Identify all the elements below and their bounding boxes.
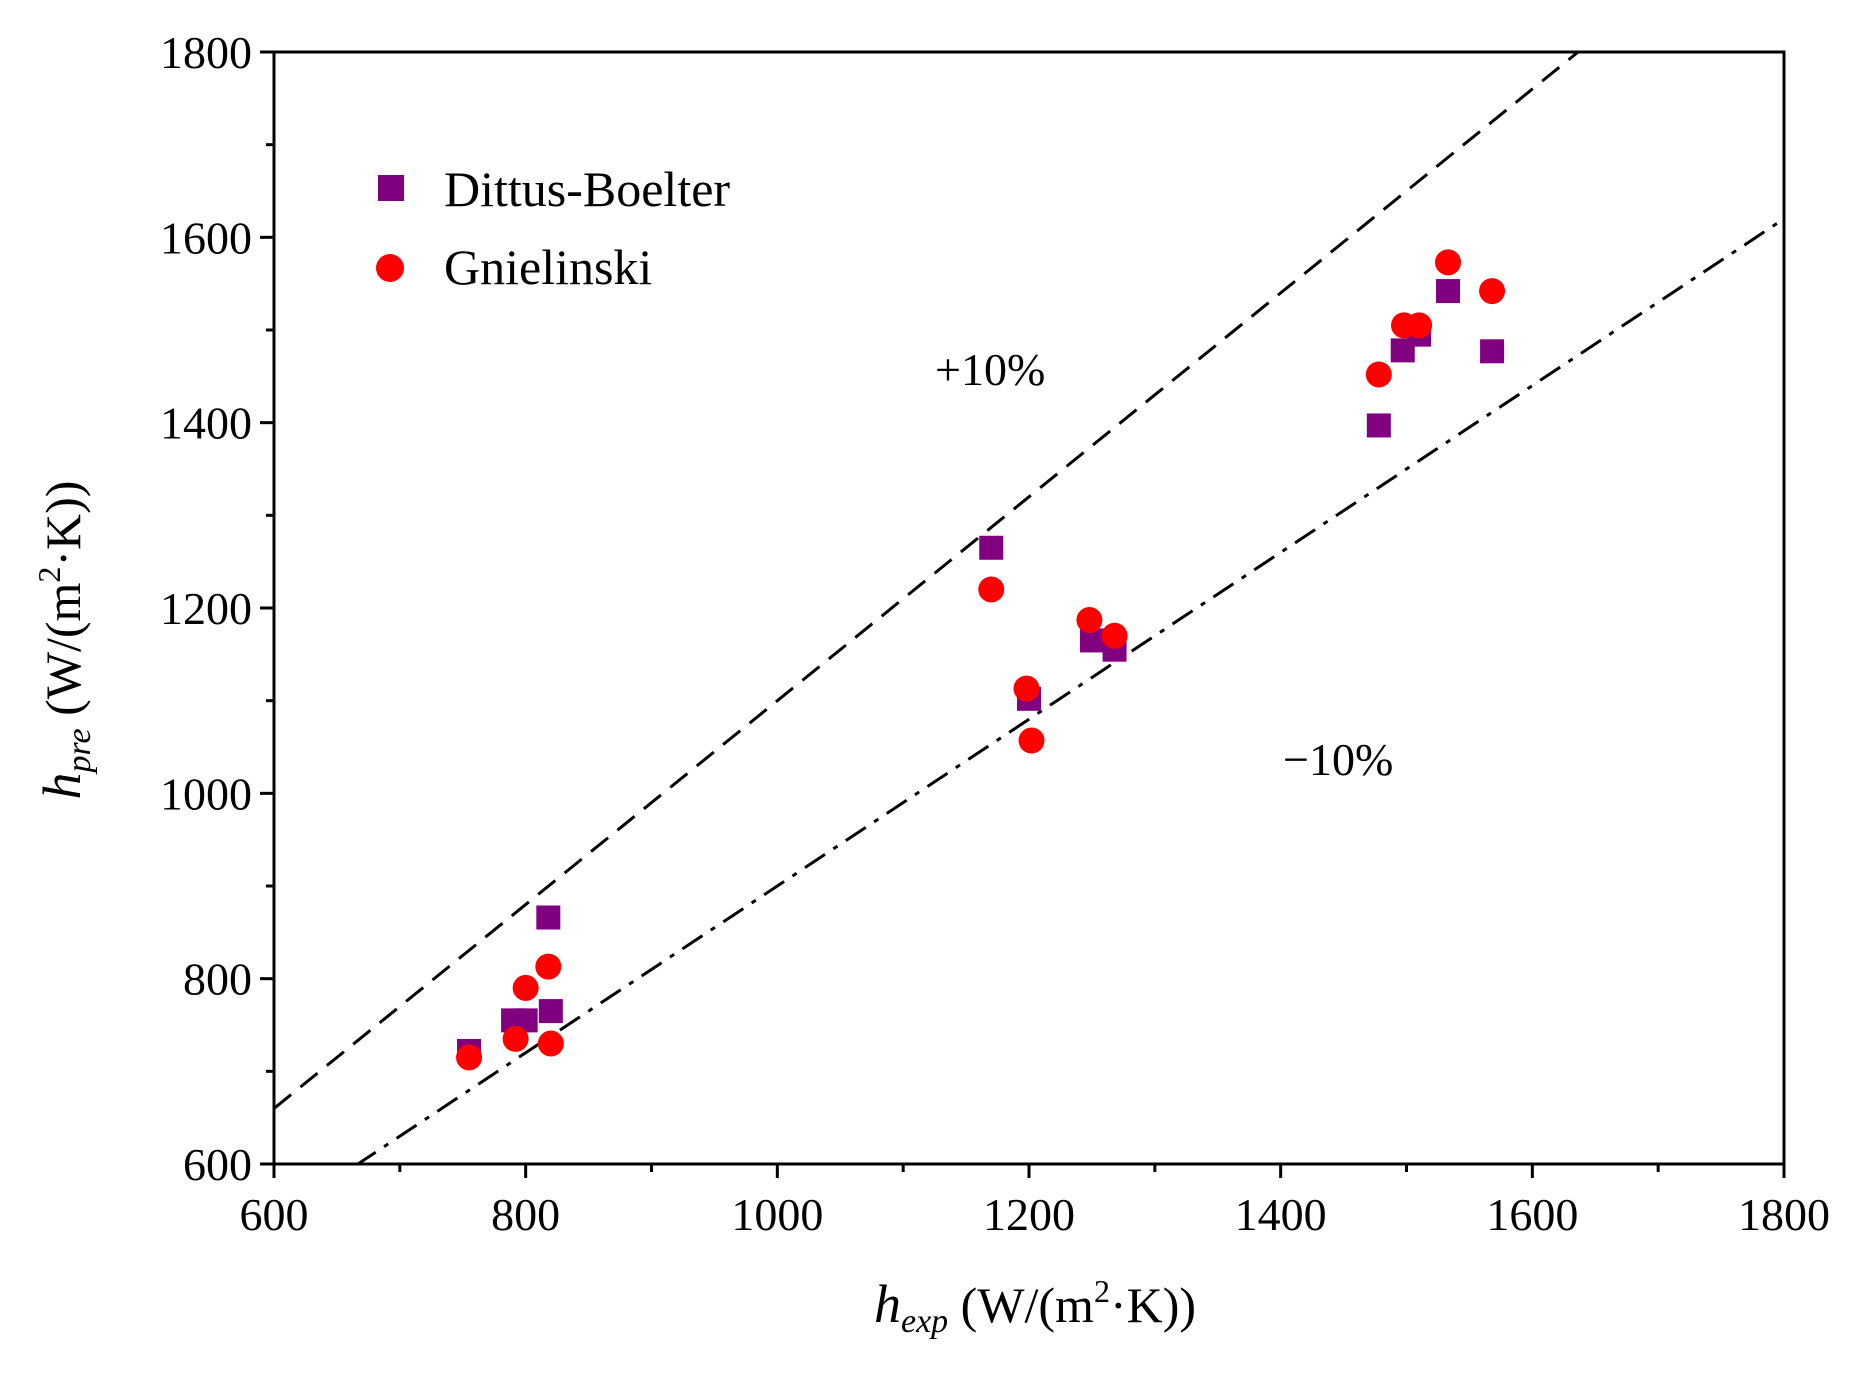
y-tick-label: 1800 (160, 27, 252, 78)
x-axis-title: hexp (W/(m2·K)) (874, 1273, 1196, 1340)
x-tick-label: 1800 (1738, 1189, 1830, 1240)
y-tick-label: 1000 (160, 768, 252, 819)
y-tick-label: 800 (183, 954, 252, 1005)
legend-label-dittus-boelter: Dittus-Boelter (444, 161, 730, 217)
legend-marker-gnielinski (376, 254, 404, 282)
legend: Dittus-Boelter Gnielinski (376, 161, 730, 295)
point-gnielinski (1365, 361, 1392, 388)
annotation-plus-10: +10% (935, 344, 1045, 395)
y-tick-label: 600 (183, 1139, 252, 1190)
axis-ticks-layer: 600 800 1000 1200 1400 1600 1800 600 800 1000 1200… (160, 27, 1830, 1240)
point-dittus-boelter (1366, 413, 1391, 438)
x-tick-label: 1600 (1486, 1189, 1578, 1240)
point-gnielinski (1076, 607, 1103, 634)
x-tick-label: 1000 (731, 1189, 823, 1240)
y-tick-label: 1200 (160, 583, 252, 634)
annotation-minus-10: −10% (1283, 734, 1393, 785)
reference-line-plus-10 (274, 52, 1581, 1110)
reference-lines-layer (274, 52, 1784, 1164)
x-tick-label: 600 (240, 1189, 309, 1240)
point-gnielinski (1435, 249, 1462, 276)
data-points-layer (456, 249, 1506, 1071)
y-tick-label: 1400 (160, 398, 252, 449)
point-gnielinski (1101, 622, 1128, 649)
point-gnielinski (535, 953, 562, 980)
point-dittus-boelter (538, 999, 563, 1024)
x-tick-label: 1200 (983, 1189, 1075, 1240)
legend-label-gnielinski: Gnielinski (444, 239, 652, 295)
point-gnielinski (537, 1030, 564, 1057)
point-gnielinski (512, 974, 539, 1001)
point-dittus-boelter (536, 905, 561, 930)
y-tick-label: 1600 (160, 212, 252, 263)
point-gnielinski (502, 1025, 529, 1052)
point-dittus-boelter (979, 535, 1004, 560)
point-gnielinski (1018, 727, 1045, 754)
x-tick-label: 800 (491, 1189, 560, 1240)
point-gnielinski (978, 576, 1005, 603)
point-gnielinski (456, 1044, 483, 1071)
point-gnielinski (1479, 278, 1506, 305)
legend-marker-dittus-boelter (378, 175, 404, 201)
x-tick-label: 1400 (1235, 1189, 1327, 1240)
plot-frame (272, 50, 1786, 1166)
reference-line-minus-10 (355, 217, 1784, 1164)
point-gnielinski (1013, 675, 1040, 702)
point-dittus-boelter (1436, 279, 1461, 304)
point-gnielinski (1406, 312, 1433, 339)
y-axis-title: hpre (W/(m2·K)) (31, 481, 98, 800)
point-dittus-boelter (1480, 339, 1505, 364)
